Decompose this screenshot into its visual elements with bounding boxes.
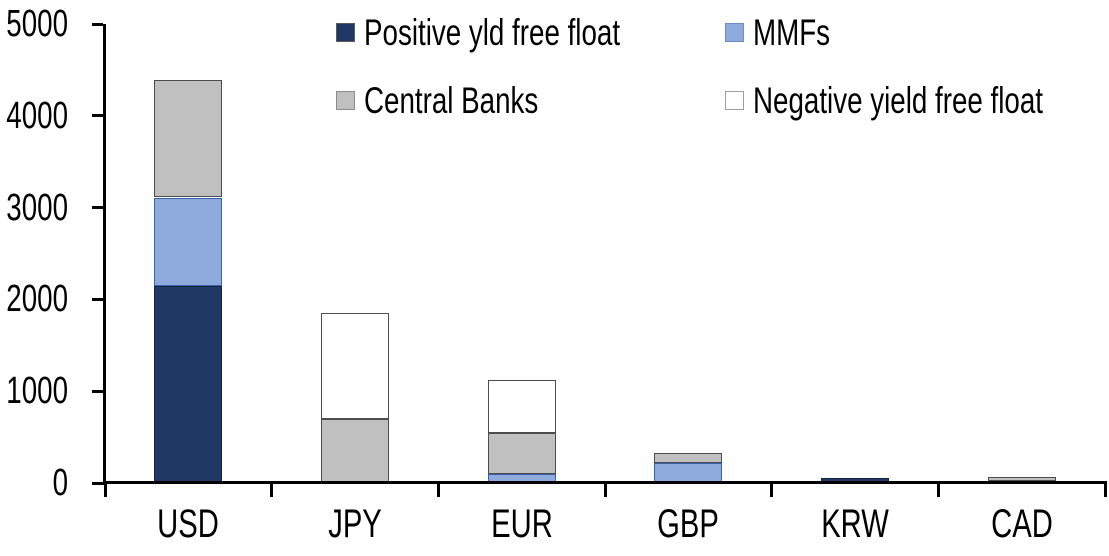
x-axis-tick [270,481,274,497]
y-axis-tick-label: 3000 [6,186,68,229]
legend-label-mmfs: MMFs [753,11,831,53]
x-axis-label-gbp: GBP [657,502,720,546]
bar-cad-central-banks [987,477,1056,481]
bar-usd-mmfs [154,197,223,286]
y-axis-tick-label: 5000 [6,3,68,45]
y-axis-tick-label: 1000 [6,370,68,413]
x-axis-tick [603,481,607,497]
x-axis-label-krw: KRW [821,502,889,546]
x-axis-tick [1103,481,1107,497]
x-axis-tick [436,481,440,497]
bar-gbp-central-banks [654,452,723,464]
x-axis-tick [770,481,774,497]
y-axis-tick-label: 4000 [6,94,68,137]
y-axis-tick [92,114,103,118]
y-axis-tick [92,206,103,210]
bar-usd-central-banks [154,79,223,198]
y-axis-tick-label: 0 [52,462,68,504]
legend-swatch-negative-yield-free-float [725,91,744,110]
y-axis [103,24,106,485]
x-axis-label-eur: EUR [490,502,553,546]
legend-label-positive-yld-free-float: Positive yld free float [364,11,621,53]
legend-label-central-banks: Central Banks [364,79,539,121]
y-axis-tick-label: 2000 [6,278,68,321]
legend-swatch-mmfs [725,23,744,42]
legend-label-negative-yield-free-float: Negative yield free float [753,79,1044,121]
bar-usd-positive-yld-free-float [154,285,223,483]
x-axis-label-jpy: JPY [328,502,382,546]
x-axis-tick [936,481,940,497]
y-axis-tick [92,481,103,485]
legend-swatch-central-banks [336,91,355,110]
x-axis-label-usd: USD [157,502,220,546]
legend-swatch-positive-yld-free-float [336,23,355,42]
x-axis-label-cad: CAD [990,502,1053,546]
bar-eur-central-banks [487,433,556,474]
bar-jpy-central-banks [321,418,389,483]
bar-jpy-negative-yield-free-float [321,313,389,419]
bar-eur-negative-yield-free-float [487,380,556,434]
y-axis-tick [92,389,103,393]
y-axis-tick [92,22,103,26]
x-axis-tick [103,481,107,497]
y-axis-tick [92,297,103,301]
